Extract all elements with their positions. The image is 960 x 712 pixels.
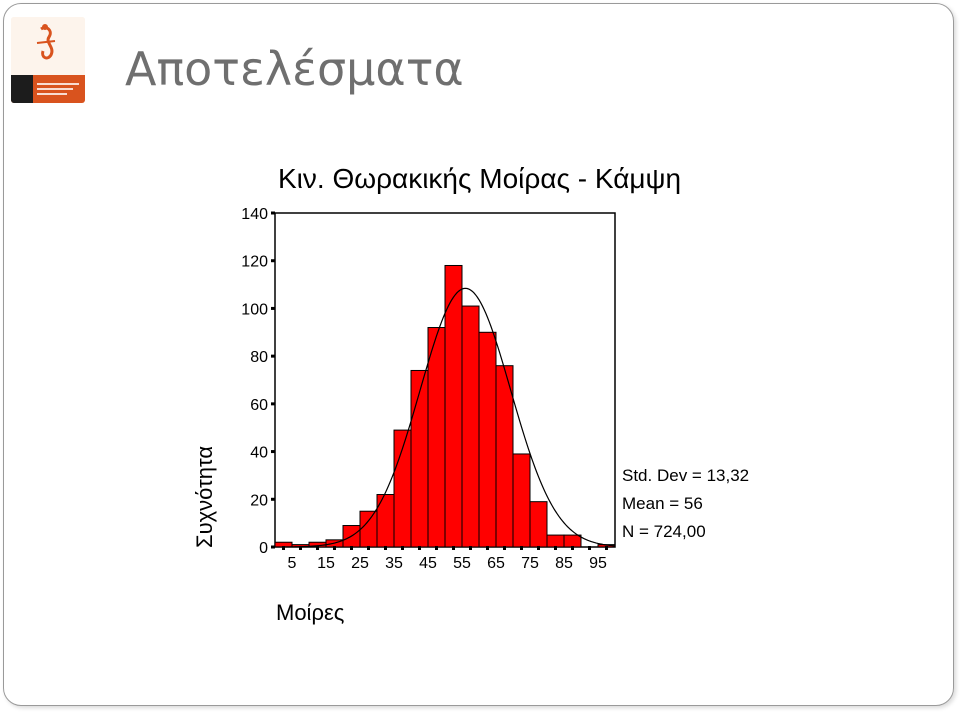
x-tick-label: 85 (555, 555, 573, 570)
x-tick-label: 15 (317, 555, 335, 570)
chart-title: Κιν. Θωρακικής Μοίρας - Κάμψη (278, 163, 682, 194)
institution-logo (11, 17, 85, 103)
x-tick-mark (571, 546, 574, 550)
histogram-chart: 0 20 40 60 80 100 120 140 5 15 25 35 45 55 65 75 85 95 (241, 206, 616, 570)
histogram-bar (461, 305, 480, 548)
histogram-bar (495, 365, 514, 548)
stat-mean: Mean = 56 (622, 494, 703, 513)
histogram-bar (529, 501, 548, 548)
x-tick-mark (333, 546, 336, 550)
x-axis-title: Μοίρες (276, 600, 345, 625)
x-tick-label: 25 (351, 555, 369, 570)
x-tick-mark (486, 546, 489, 550)
slide-title: Αποτελέσματα (125, 42, 464, 96)
x-tick-mark (316, 546, 319, 550)
x-tick-mark (282, 546, 285, 550)
histogram-bar (563, 534, 582, 548)
y-tick-label: 20 (250, 492, 268, 509)
x-tick-label: 45 (419, 555, 437, 570)
histogram-bar (478, 331, 497, 548)
y-tick-label: 60 (250, 397, 268, 414)
histogram-bar (427, 327, 446, 548)
x-tick-label: 75 (521, 555, 539, 570)
x-tick-label: 55 (453, 555, 471, 570)
histogram-bar (359, 510, 378, 548)
y-tick-label: 0 (259, 540, 268, 557)
x-tick-mark (537, 546, 540, 550)
histogram-bar (512, 453, 531, 548)
stat-std-dev: Std. Dev = 13,32 (622, 466, 750, 485)
x-tick-mark (435, 546, 438, 550)
y-tick-label: 140 (241, 206, 268, 223)
x-tick-mark (605, 546, 608, 550)
histogram-bar (546, 534, 565, 548)
x-tick-mark (384, 546, 387, 550)
x-tick-mark (452, 546, 455, 550)
histogram-bar (376, 494, 395, 548)
histogram-bar (410, 369, 429, 548)
stat-n: N = 724,00 (622, 522, 706, 541)
y-tick-label: 120 (241, 254, 268, 271)
x-tick-mark (418, 546, 421, 550)
x-tick-mark (401, 546, 404, 550)
y-tick-label: 40 (250, 445, 268, 462)
x-tick-mark (503, 546, 506, 550)
y-tick-label: 100 (241, 301, 268, 318)
slide-frame (3, 3, 954, 706)
x-tick-label: 95 (589, 555, 607, 570)
normal-curve (275, 287, 616, 548)
x-tick-mark (299, 546, 302, 550)
x-tick-mark (520, 546, 523, 550)
x-tick-mark (588, 546, 591, 550)
y-axis-title: Συχνότητα (192, 445, 217, 548)
x-tick-mark (350, 546, 353, 550)
y-tick-label: 80 (250, 349, 268, 366)
x-tick-label: 65 (487, 555, 505, 570)
x-tick-mark (367, 546, 370, 550)
x-tick-mark (469, 546, 472, 550)
x-tick-label: 35 (385, 555, 403, 570)
x-tick-mark (554, 546, 557, 550)
x-tick-label: 5 (288, 555, 297, 570)
